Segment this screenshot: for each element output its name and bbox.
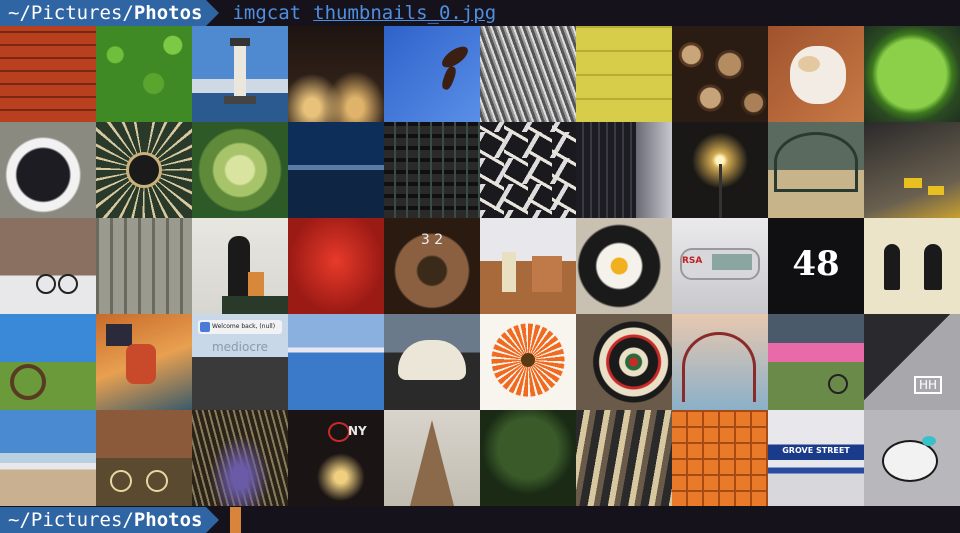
- thumbnail-bird-sky: [384, 26, 480, 122]
- thumbnail-street-lamp-night: [672, 122, 768, 218]
- thumbnail-dome-window: [96, 122, 192, 218]
- thumbnail-wagon-wheel-field: [0, 314, 96, 410]
- thumbnail-lake-sunset: [288, 314, 384, 410]
- prompt-path-segment: ~/Pictures/Photos: [0, 0, 221, 26]
- thumbnail-dartboard: [576, 314, 672, 410]
- house-number: 48: [792, 244, 840, 284]
- welcome-back-text: Welcome back, (null): [212, 323, 276, 330]
- thumbnail-snowy-bicycles: [0, 218, 96, 314]
- thumbnail-lighthouse: [192, 26, 288, 122]
- ny-neon-text: NY: [348, 424, 367, 438]
- command-argument-link[interactable]: thumbnails_0.jpg: [313, 2, 497, 24]
- thumbnail-red-wall: [288, 218, 384, 314]
- thumbnail-bike-street: [96, 410, 192, 506]
- thumbnail-grove-street-sign: GROVE STREET: [768, 410, 864, 506]
- bottom-prompt-path-segment: ~/Pictures/Photos: [0, 507, 221, 533]
- sidewalk-letters: HH: [914, 376, 943, 394]
- thumbnail-vw-beetle: [384, 314, 480, 410]
- thumbnail-dark-wall-lights: [288, 26, 384, 122]
- bottom-prompt-line: ~/Pictures/Photos: [0, 507, 960, 533]
- thumbnail-white-cat: [768, 26, 864, 122]
- thumbnail-orange-gerbera: [480, 314, 576, 410]
- mediocre-text: mediocre: [211, 340, 268, 354]
- thumbnail-city-waterfront: [288, 122, 384, 218]
- prompt-path-current: Photos: [133, 2, 203, 24]
- thumbnail-tea-packets: [576, 410, 672, 506]
- thumbnail-orange-lockers: [672, 410, 768, 506]
- terminal-cursor[interactable]: [230, 507, 242, 533]
- grove-street-text: GROVE STREET: [782, 446, 850, 455]
- bottom-prompt-path-prefix: ~/Pictures/: [8, 509, 134, 531]
- thumbnail-green-leaves: [96, 26, 192, 122]
- thumbnail-metal-panel: [576, 122, 672, 218]
- thumbnail-beach-waves: [0, 410, 96, 506]
- thumbnail-building-mural: [480, 218, 576, 314]
- thumbnail-car-dashboard: Welcome back, (null) mediocre: [192, 314, 288, 410]
- thumbnail-glass-dome: [768, 122, 864, 218]
- thumbnail-grid: 3 2 RSA 48 Welcome back, (null) mediocre: [0, 26, 960, 507]
- thumbnail-sidewalk-chalk: HH: [864, 314, 960, 410]
- thumbnail-restroom-sign: [864, 218, 960, 314]
- thumbnail-grass-bw: [480, 26, 576, 122]
- thumbnail-yellow-wall: [576, 26, 672, 122]
- thumbnail-cathedral-interior: [192, 410, 288, 506]
- thumbnail-bottle-rack: [384, 122, 480, 218]
- thumbnail-city-street-taxis: [864, 122, 960, 218]
- thumbnail-i-love-ny-neon: NY: [288, 410, 384, 506]
- dial-digits: 3 2: [420, 232, 444, 248]
- thumbnail-flatiron-building: [384, 410, 480, 506]
- command-text: imgcat: [232, 2, 302, 24]
- thumbnail-firewood: [672, 26, 768, 122]
- thumbnail-hello-kitty-graffiti: [864, 410, 960, 506]
- thumbnail-rsa-token: RSA: [672, 218, 768, 314]
- thumbnail-rotary-dial: 3 2: [384, 218, 480, 314]
- thumbnail-fried-eggs-pan: [576, 218, 672, 314]
- thumbnail-dark-tree: [480, 410, 576, 506]
- bottom-prompt-path-current: Photos: [133, 509, 203, 531]
- thumbnail-green-sphere: [864, 26, 960, 122]
- thumbnail-brick-wall: [0, 26, 96, 122]
- thumbnail-terrazzo: [480, 122, 576, 218]
- thumbnail-flower-garden: [768, 314, 864, 410]
- thumbnail-number-48: 48: [768, 218, 864, 314]
- thumbnail-roller-coaster: [672, 314, 768, 410]
- thumbnail-foggy-forest: [96, 218, 192, 314]
- prompt-path-prefix: ~/Pictures/: [8, 2, 134, 24]
- thumbnail-bowl-berries: [0, 122, 96, 218]
- rsa-label: RSA: [682, 256, 703, 266]
- top-prompt-line: ~/Pictures/Photos imgcat thumbnails_0.jp…: [0, 0, 960, 26]
- thumbnail-whiteboard-person: [192, 218, 288, 314]
- thumbnail-cabbage: [192, 122, 288, 218]
- thumbnail-person-car-hood: [96, 314, 192, 410]
